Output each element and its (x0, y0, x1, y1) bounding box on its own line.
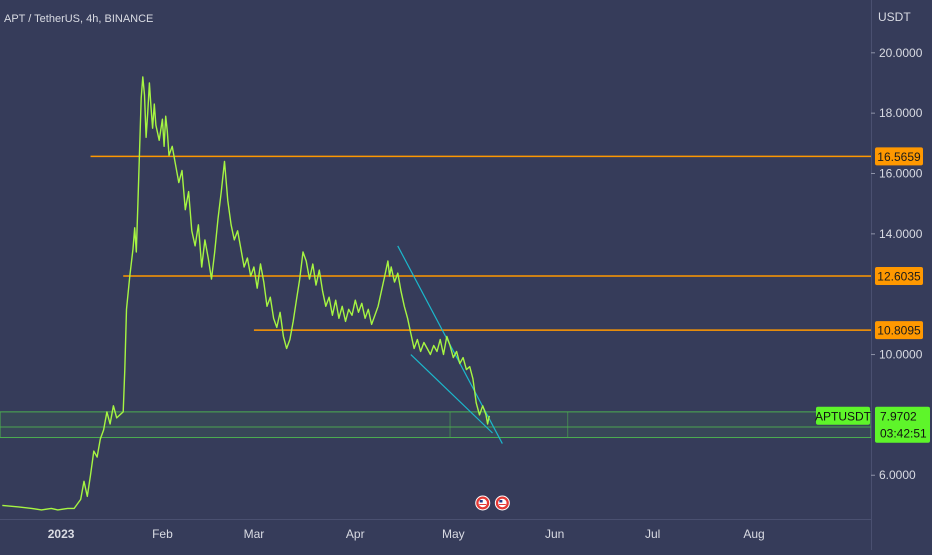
event-flag-canton (479, 500, 483, 503)
symbol-tag-label: APTUSDT (815, 409, 872, 423)
wedge-lower-trendline[interactable] (410, 354, 493, 434)
symbol-tag-bg (816, 406, 870, 425)
time-tick-label: 2023 (48, 527, 75, 541)
price-series-line[interactable] (2, 76, 490, 511)
price-tick-label: 6.0000 (879, 468, 916, 482)
price-tick-label: 18.0000 (879, 106, 923, 120)
price-tick-label: 10.0000 (879, 348, 923, 362)
current-price-badge-bg (875, 406, 930, 443)
symbol-title: APT / TetherUS, 4h, BINANCE (4, 13, 153, 25)
time-tick-label: Apr (346, 527, 365, 541)
time-tick-label: Aug (743, 527, 764, 541)
level-badge-bg (875, 266, 923, 285)
current-price-value: 7.9702 (880, 409, 917, 423)
time-tick-label: Feb (152, 527, 173, 541)
level-badge-label: 10.8095 (877, 324, 921, 338)
event-flag-canton (499, 500, 503, 503)
level-price-badge[interactable]: 12.6035 (875, 266, 923, 285)
current-price-badge[interactable]: 7.9702 03:42:51 (875, 406, 930, 443)
level-badge-bg (875, 321, 923, 340)
time-tick-label: Mar (244, 527, 265, 541)
event-flag-icon[interactable] (494, 495, 510, 511)
price-tick-label: 20.0000 (879, 46, 923, 60)
level-badge-label: 12.6035 (877, 269, 921, 283)
level-price-badge[interactable]: 16.5659 (875, 147, 923, 166)
event-flag-icon[interactable] (475, 495, 491, 511)
price-axis[interactable]: 20.0000 18.0000 16.0000 14.0000 10.0000 6.000… (871, 46, 923, 482)
time-tick-label: May (442, 527, 465, 541)
level-price-badge[interactable]: 10.8095 (875, 321, 923, 340)
time-axis[interactable]: 2023 Feb Mar Apr May Jun Jul Aug (48, 527, 765, 541)
currency-label: USDT (878, 10, 911, 24)
level-badge-bg (875, 147, 923, 166)
price-tick-label: 16.0000 (879, 167, 923, 181)
time-tick-label: Jun (545, 527, 564, 541)
time-tick-label: Jul (645, 527, 660, 541)
price-tick-label: 14.0000 (879, 227, 923, 241)
symbol-tag[interactable]: APTUSDT (815, 406, 872, 425)
level-badge-label: 16.5659 (877, 150, 921, 164)
support-zone[interactable] (0, 411, 872, 439)
bar-countdown: 03:42:51 (880, 426, 927, 440)
